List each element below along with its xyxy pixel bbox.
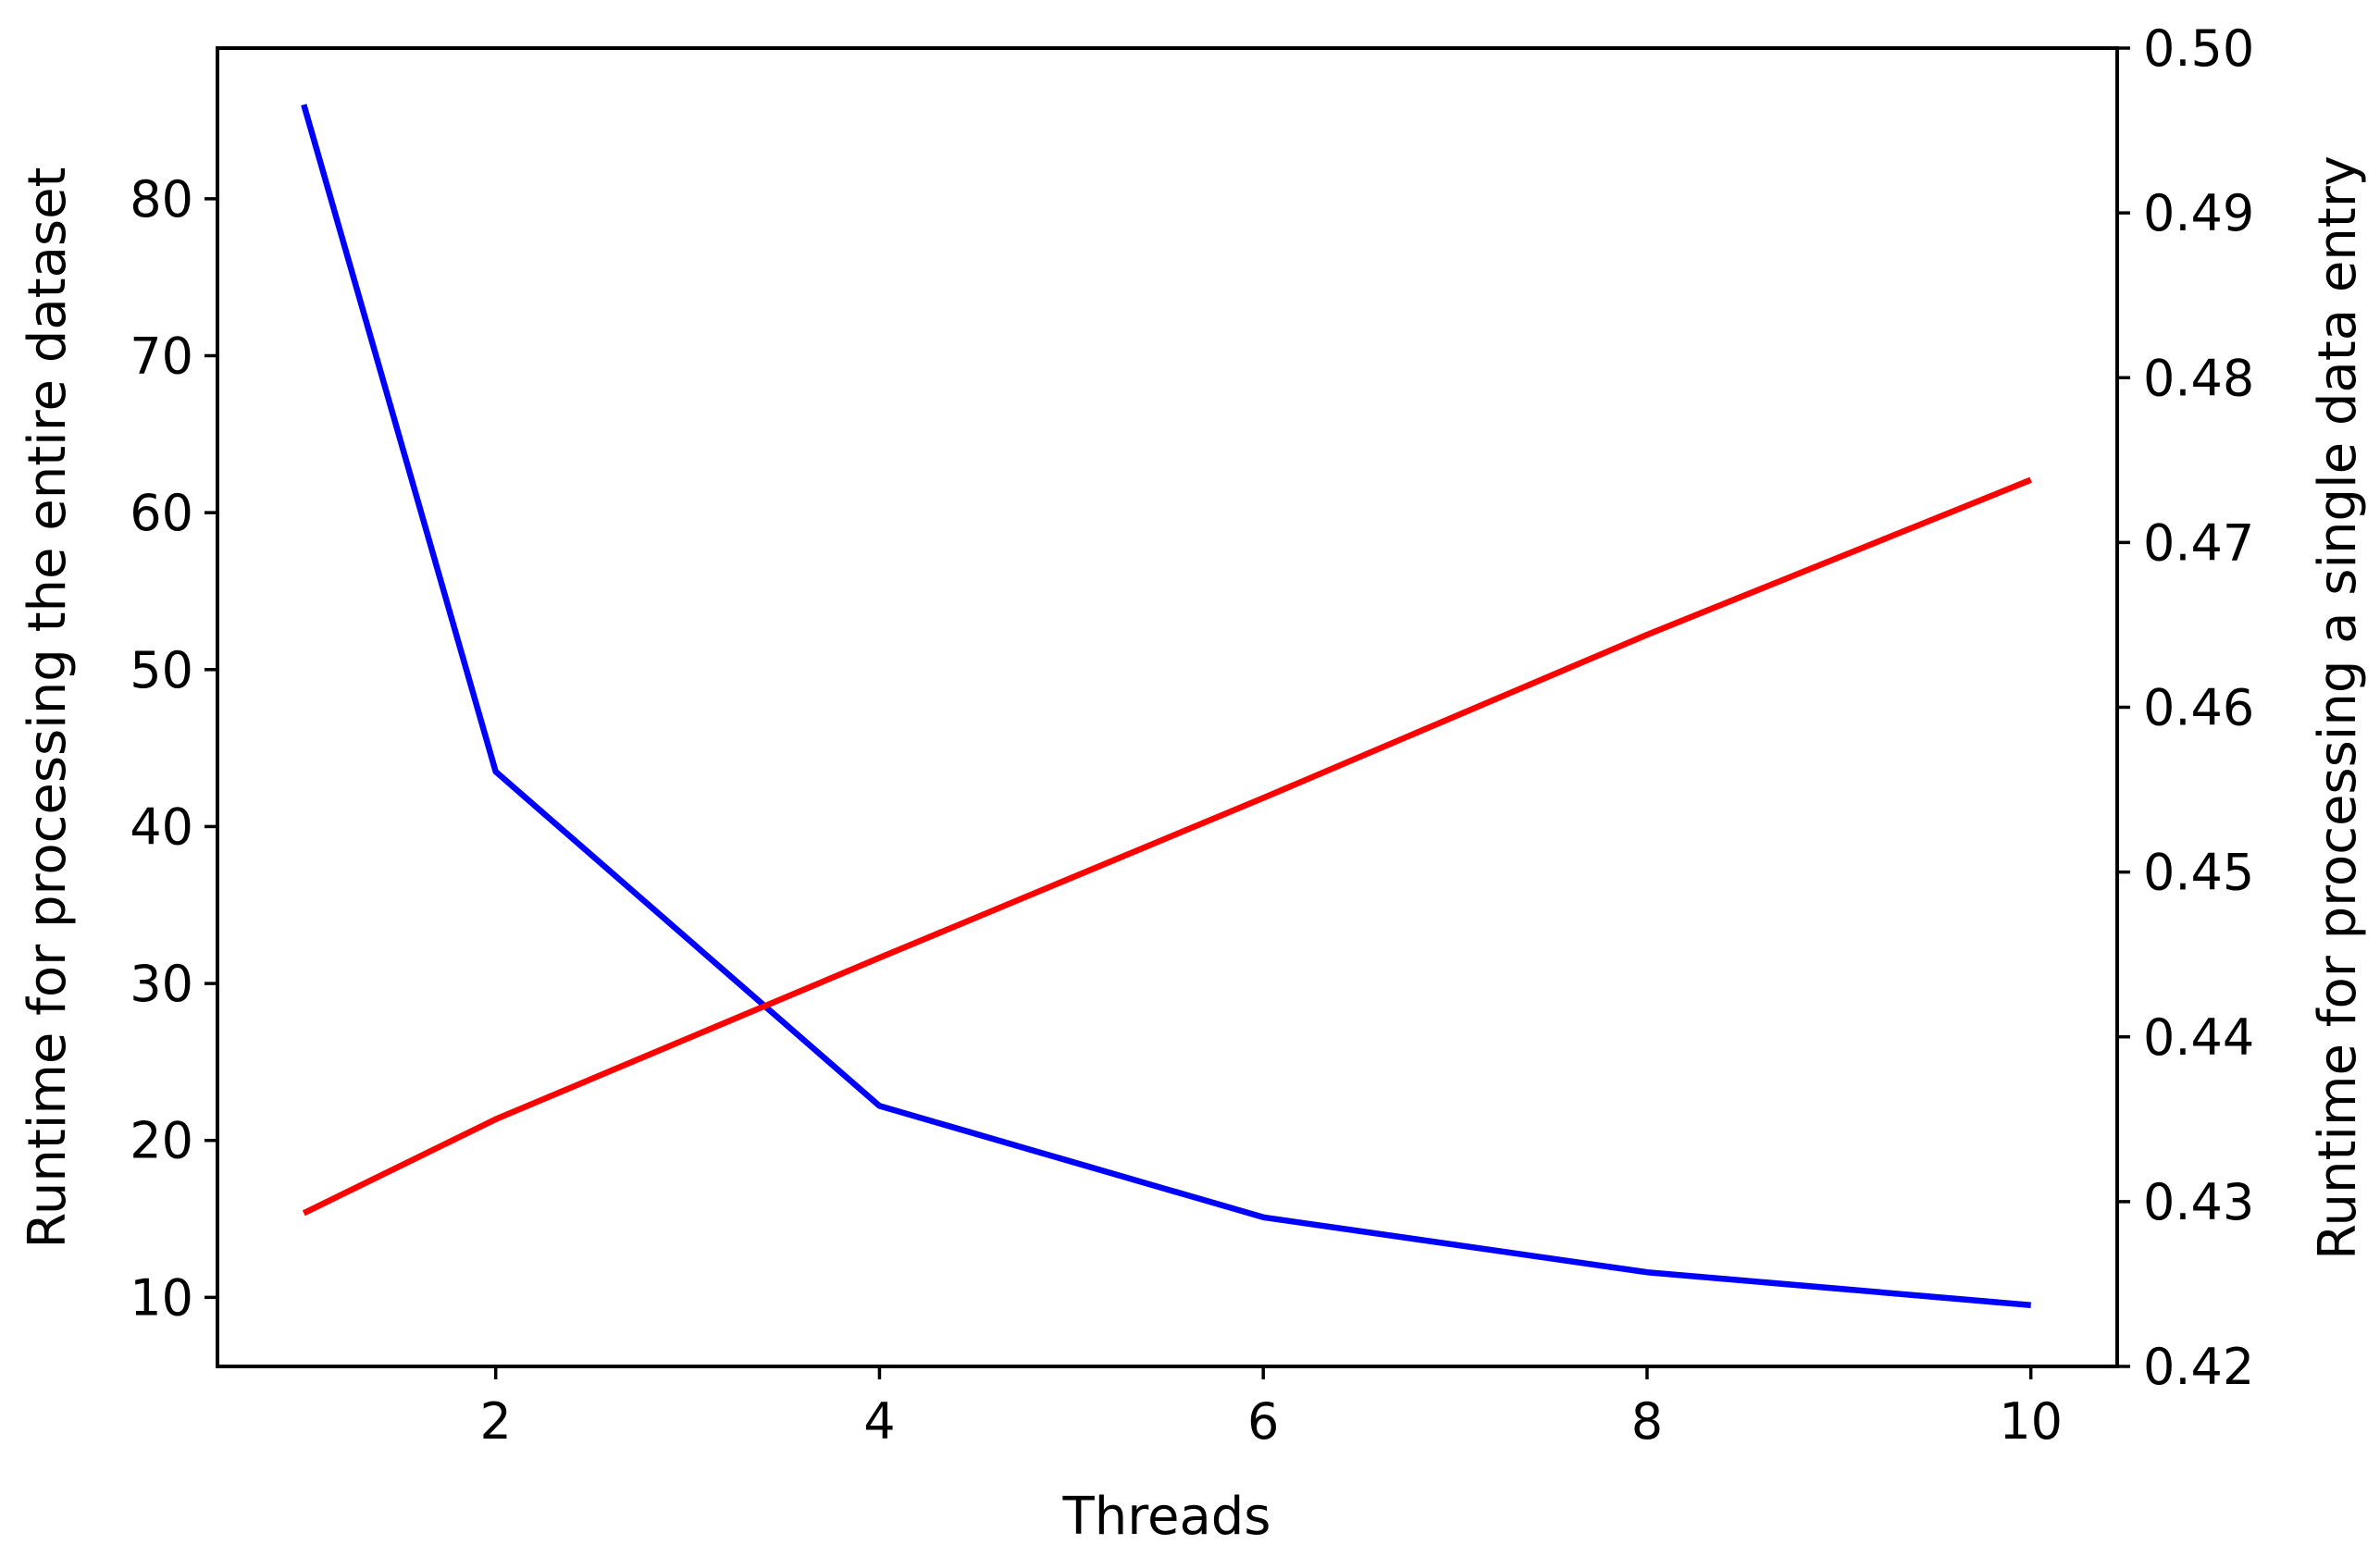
x-tick-label: 6 <box>1247 1392 1279 1451</box>
right-y-tick-label: 0.44 <box>2143 1008 2254 1067</box>
left-y-tick-label: 80 <box>130 170 193 229</box>
left-y-tick-label: 50 <box>130 641 193 699</box>
right-y-tick-label: 0.45 <box>2143 844 2254 902</box>
x-tick-label: 10 <box>1999 1392 2063 1451</box>
left-y-axis-label: Runtime for processing the entire datase… <box>18 167 78 1248</box>
left-axis-series-line <box>301 104 2031 1309</box>
x-tick-label: 2 <box>480 1392 512 1451</box>
right-y-tick-label: 0.49 <box>2143 184 2254 242</box>
right-y-tick-label: 0.50 <box>2143 19 2254 78</box>
left-y-tick-label: 40 <box>130 797 193 856</box>
right-axis-series-line <box>302 476 2032 1217</box>
right-y-axis-label: Runtime for processing a single data ent… <box>2308 155 2368 1260</box>
plot-area-frame <box>216 46 2119 1368</box>
right-y-tick-label: 0.42 <box>2143 1338 2254 1396</box>
left-y-tick-label: 60 <box>130 484 193 542</box>
right-y-tick-label: 0.46 <box>2143 679 2254 737</box>
x-tick-label: 4 <box>863 1392 895 1451</box>
right-y-tick-label: 0.43 <box>2143 1173 2254 1231</box>
right-y-tick-label: 0.48 <box>2143 349 2254 407</box>
left-y-tick-label: 10 <box>130 1268 193 1327</box>
left-y-tick-label: 70 <box>130 327 193 386</box>
x-tick-label: 8 <box>1631 1392 1663 1451</box>
series-layer <box>301 104 2032 1309</box>
right-y-tick-label: 0.47 <box>2143 513 2254 572</box>
x-axis-label: Threads <box>1062 1487 1271 1547</box>
left-y-tick-label: 30 <box>130 955 193 1013</box>
right-y-axis-ticks: 0.42 0.43 0.44 0.45 0.46 0.47 0.48 0.49 0.50 <box>2117 19 2254 1396</box>
left-y-axis-ticks: 10 20 30 40 50 60 70 80 <box>130 170 217 1327</box>
x-axis-ticks: 2 4 6 8 10 <box>480 1366 2063 1451</box>
left-y-tick-label: 20 <box>130 1112 193 1170</box>
